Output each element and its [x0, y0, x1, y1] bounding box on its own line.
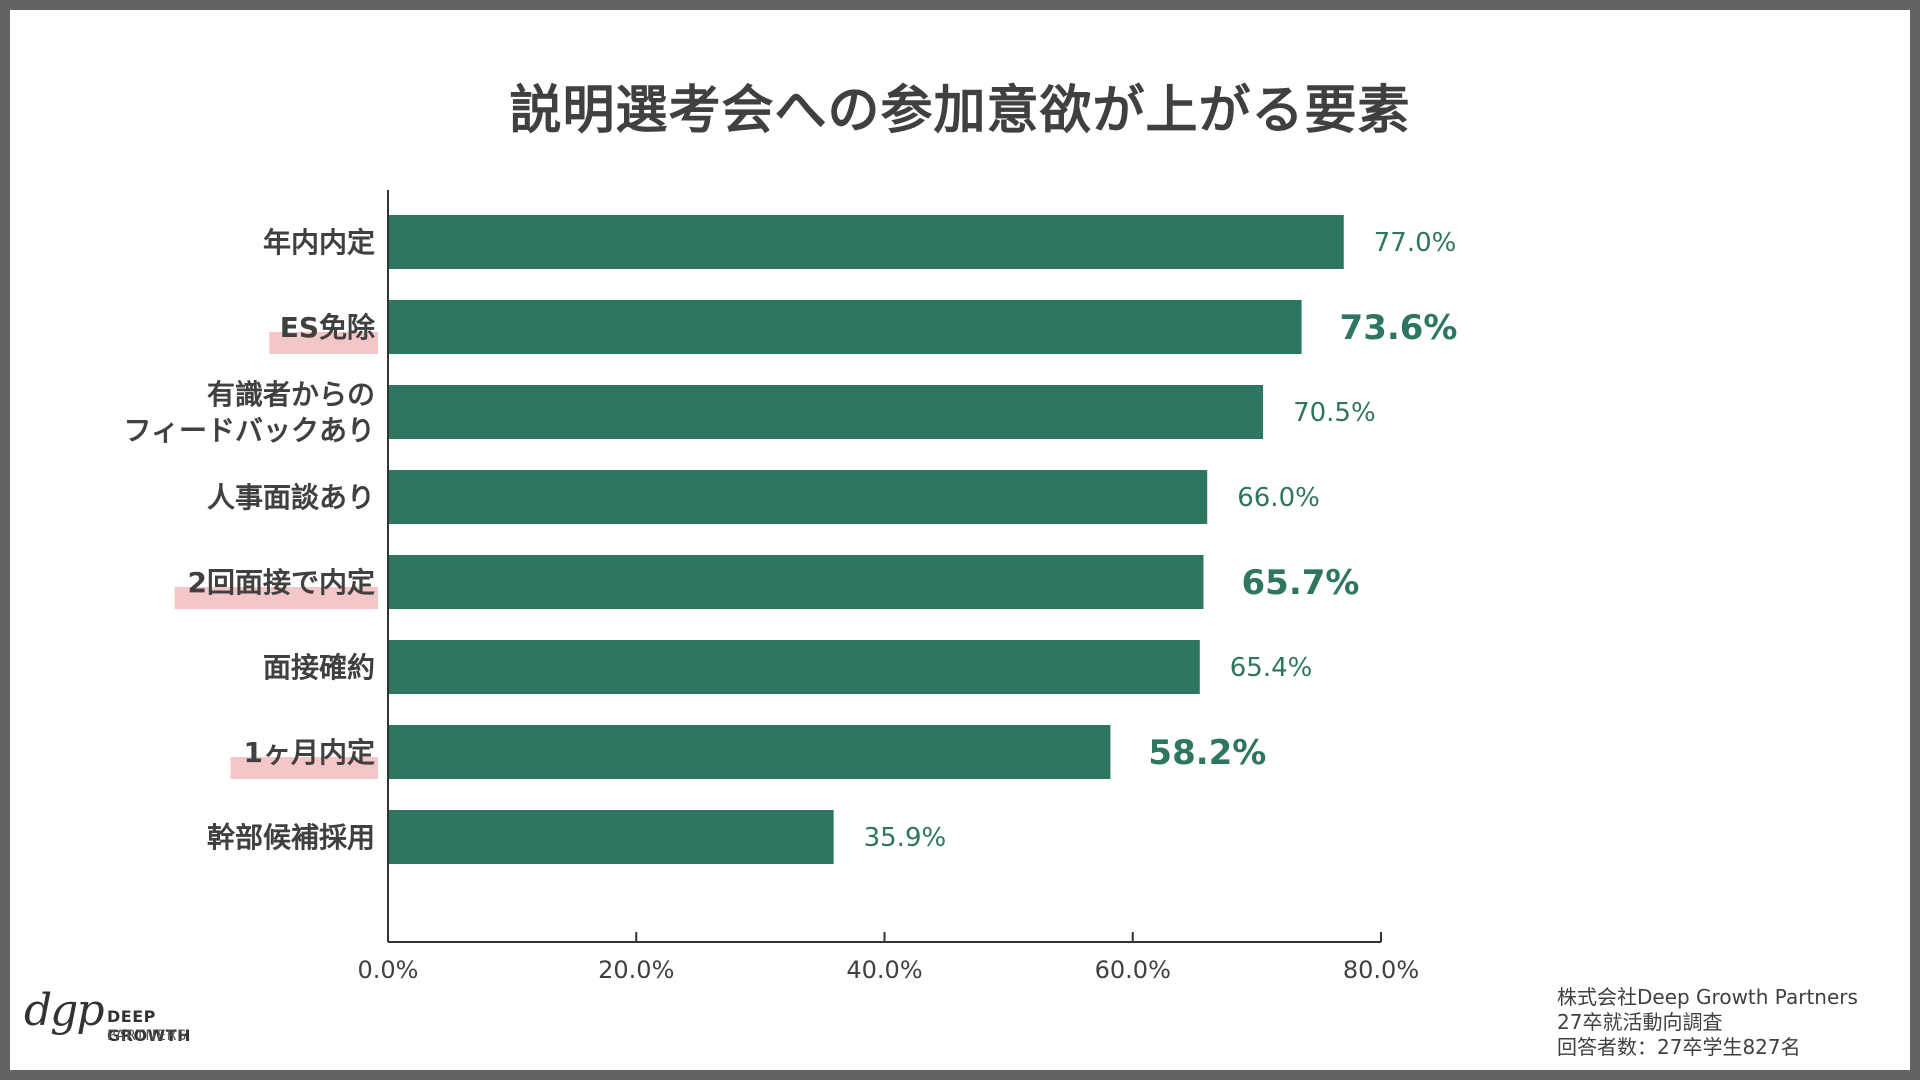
- bar: [388, 300, 1302, 354]
- company-logo: dgp DEEP GROWTH PARTNERS: [24, 985, 244, 1055]
- x-tick-label: 80.0%: [1343, 956, 1419, 984]
- label-highlight: [230, 757, 378, 779]
- slide: 説明選考会への参加意欲が上がる要素 年内内定 ES免除有識者からのフィードバックあ…: [10, 10, 1910, 1070]
- value-label: 73.6%: [1340, 308, 1458, 348]
- category-label: 人事面談あり: [207, 481, 375, 514]
- logo-mark: dgp: [24, 985, 104, 1036]
- source-company: 株式会社Deep Growth Partners: [1557, 985, 1858, 1009]
- category-label: 年内内定: [263, 226, 375, 259]
- chart-title: 説明選考会への参加意欲が上がる要素: [509, 81, 1411, 141]
- source-note: 株式会社Deep Growth Partners 27卒就活動向調査 回答者数：…: [1557, 985, 1858, 1060]
- logo-name: DEEP GROWTH: [107, 1007, 192, 1045]
- bar: [388, 215, 1344, 269]
- value-label: 70.5%: [1293, 398, 1376, 428]
- bar: [388, 385, 1264, 439]
- source-respondents: 回答者数：27卒学生827名: [1557, 1035, 1801, 1059]
- category-label: 1ヶ月内定: [244, 736, 375, 769]
- x-tick-label: 20.0%: [598, 956, 674, 984]
- x-tick-label: 60.0%: [1095, 956, 1171, 984]
- value-label: 35.9%: [864, 823, 947, 853]
- logo-sub: PARTNERS: [107, 1028, 188, 1044]
- bar: [388, 725, 1111, 779]
- bar: [388, 470, 1208, 524]
- category-label: 有識者からのフィードバックあり: [124, 378, 375, 447]
- x-tick-label: 0.0%: [358, 956, 419, 984]
- category-label: 面接確約: [263, 651, 375, 684]
- category-label: 2回面接で内定: [188, 566, 375, 599]
- value-label: 77.0%: [1374, 228, 1457, 258]
- value-label: 65.7%: [1242, 563, 1360, 603]
- source-survey: 27卒就活動向調査: [1557, 1010, 1723, 1034]
- value-label: 58.2%: [1148, 733, 1266, 773]
- category-label: 幹部候補採用: [207, 821, 375, 854]
- bar: [388, 555, 1204, 609]
- bar: [388, 640, 1200, 694]
- label-highlight: [174, 587, 378, 609]
- x-tick-label: 40.0%: [846, 956, 922, 984]
- value-label: 66.0%: [1237, 483, 1320, 513]
- bar: [388, 810, 834, 864]
- category-label: ES免除: [280, 311, 376, 344]
- value-label: 65.4%: [1230, 653, 1313, 683]
- label-highlight: [269, 332, 378, 354]
